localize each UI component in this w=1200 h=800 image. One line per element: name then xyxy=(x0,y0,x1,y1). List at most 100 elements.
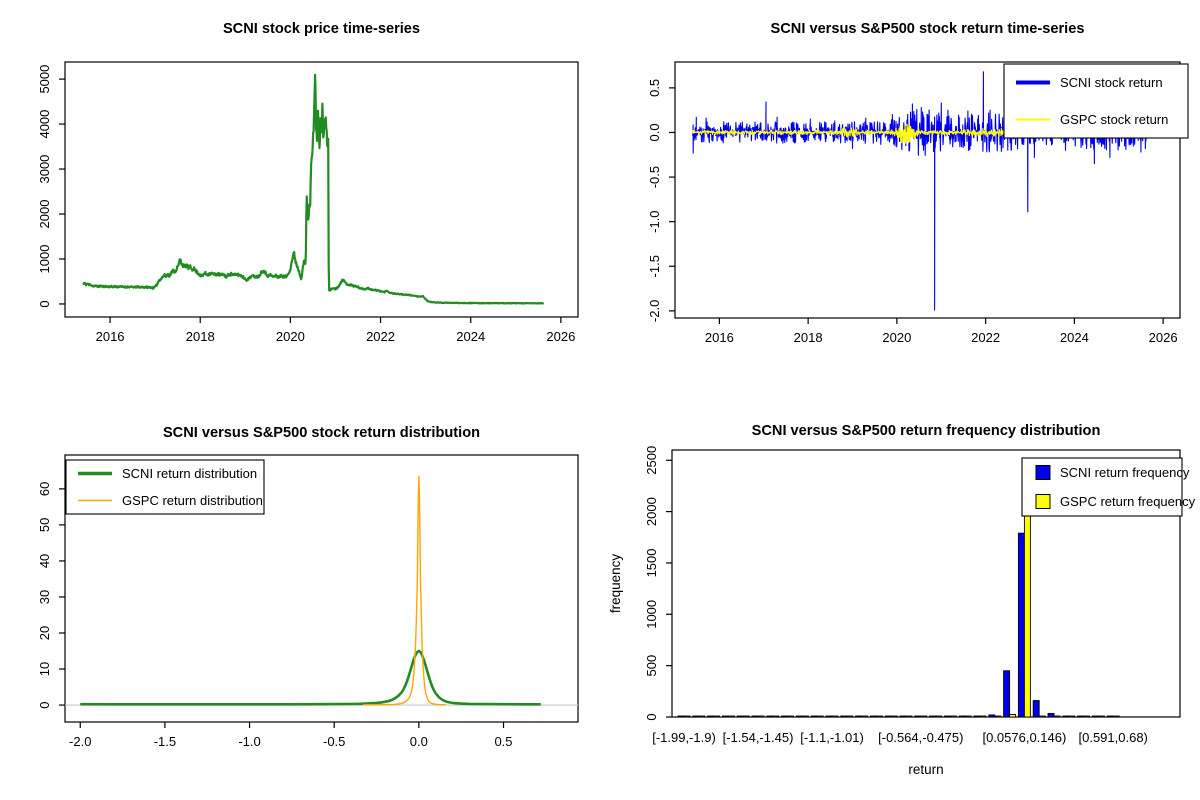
bar-gspc-return-frequency xyxy=(979,715,987,718)
bar-scni-return-frequency xyxy=(914,715,922,718)
y-tick-label: 2000 xyxy=(644,497,659,526)
x-tick-label: 2026 xyxy=(546,329,575,344)
bar-gspc-return-frequency xyxy=(1009,713,1017,718)
legend-swatch-scni-return-frequency xyxy=(1035,465,1051,480)
bar-scni-return-frequency xyxy=(825,715,833,718)
x-tick-label: 2016 xyxy=(705,330,734,345)
x-tick-label: [-1.99,-1.9) xyxy=(652,730,716,745)
x-tick-label: 2020 xyxy=(276,329,305,344)
bar-scni-return-frequency xyxy=(988,714,996,718)
bar-scni-return-frequency xyxy=(736,715,744,718)
bar-gspc-return-frequency xyxy=(905,715,913,718)
bar-scni-return-frequency xyxy=(1003,670,1011,718)
bar-gspc-return-frequency xyxy=(772,715,780,718)
x-tick-label: [0.0576,0.146) xyxy=(982,730,1066,745)
y-tick-label: 60 xyxy=(37,482,52,496)
y-tick-label: 0 xyxy=(37,701,52,708)
y-tick-label: 0.0 xyxy=(647,123,662,141)
x-tick-label: -1.5 xyxy=(154,734,176,749)
bar-gspc-return-frequency xyxy=(1097,715,1105,718)
bar-scni-return-frequency xyxy=(1032,700,1040,718)
bar-gspc-return-frequency xyxy=(1053,715,1061,718)
y-tick-label: 4000 xyxy=(37,110,52,139)
bar-scni-return-frequency xyxy=(766,715,774,718)
bar-scni-return-frequency xyxy=(869,715,877,718)
series-scni-stock-price xyxy=(82,73,545,305)
bar-scni-return-frequency xyxy=(840,715,848,718)
bar-gspc-return-frequency xyxy=(920,715,928,718)
y-tick-label: 40 xyxy=(37,554,52,568)
y-tick-label: 3000 xyxy=(37,155,52,184)
chart-title: SCNI stock price time-series xyxy=(223,21,420,37)
y-tick-label: 1500 xyxy=(644,549,659,578)
x-tick-label: 2024 xyxy=(456,329,485,344)
plot-border xyxy=(64,454,579,723)
legend-label: GSPC return frequency xyxy=(1060,494,1196,509)
y-tick-label: -1.5 xyxy=(647,255,662,277)
bar-gspc-return-frequency xyxy=(1068,715,1076,718)
bar-gspc-return-frequency xyxy=(964,715,972,718)
x-tick-label: -1.0 xyxy=(238,734,260,749)
bar-gspc-return-frequency xyxy=(683,715,691,718)
series-gspc-return-distribution xyxy=(362,475,446,706)
y-tick-label: 500 xyxy=(644,655,659,677)
bar-scni-return-frequency xyxy=(943,715,951,718)
bar-gspc-return-frequency xyxy=(757,715,765,718)
y-tick-label: 0.5 xyxy=(647,79,662,97)
bar-gspc-return-frequency xyxy=(890,715,898,718)
bar-gspc-return-frequency xyxy=(1083,715,1091,718)
panel-return-timeseries: SCNI versus S&P500 stock return time-ser… xyxy=(600,0,1200,400)
bar-gspc-return-frequency xyxy=(994,715,1002,718)
bar-scni-return-frequency xyxy=(929,715,937,718)
scni-price-timeseries-chart: SCNI stock price time-series 0 1000 2000 300… xyxy=(37,21,579,344)
x-tick-label: 2018 xyxy=(186,329,215,344)
y-tick-label: 2500 xyxy=(644,446,659,475)
panel-return-distribution: SCNI versus S&P500 stock return distribu… xyxy=(0,400,600,800)
x-tick-label: 2022 xyxy=(366,329,395,344)
series-scni-return-distribution xyxy=(80,649,541,706)
y-tick-label: 1000 xyxy=(644,600,659,629)
return-timeseries-chart: SCNI versus S&P500 stock return time-ser… xyxy=(647,21,1189,345)
y-tick-label: -0.5 xyxy=(647,166,662,188)
bar-scni-return-frequency xyxy=(1091,715,1099,718)
bar-scni-return-frequency xyxy=(855,715,863,718)
y-tick-label: 0 xyxy=(644,713,659,720)
bar-scni-return-frequency xyxy=(795,715,803,718)
bar-scni-return-frequency xyxy=(721,715,729,718)
y-tick-label: 30 xyxy=(37,590,52,604)
legend-label: SCNI stock return xyxy=(1060,75,1163,90)
x-tick-label: -2.0 xyxy=(69,734,91,749)
y-tick-label: 1000 xyxy=(37,245,52,274)
y-tick-label: -2.0 xyxy=(647,300,662,322)
x-tick-label: [-0.564,-0.475) xyxy=(878,730,963,745)
panel-return-frequency: SCNI versus S&P500 return frequency dist… xyxy=(600,400,1200,800)
legend-label: SCNI return frequency xyxy=(1060,465,1190,480)
bar-gspc-return-frequency xyxy=(787,715,795,718)
return-frequency-chart: SCNI versus S&P500 return frequency dist… xyxy=(608,423,1196,777)
bar-scni-return-frequency xyxy=(884,715,892,718)
bar-gspc-return-frequency xyxy=(935,715,943,718)
x-tick-label: 2018 xyxy=(794,330,823,345)
bar-gspc-return-frequency xyxy=(949,715,957,718)
bar-scni-return-frequency xyxy=(692,715,700,718)
bar-gspc-return-frequency xyxy=(831,715,839,718)
y-tick-label: 5000 xyxy=(37,65,52,94)
legend-box xyxy=(1003,63,1189,139)
bar-gspc-return-frequency xyxy=(713,715,721,718)
bar-gspc-return-frequency xyxy=(1112,715,1120,718)
bar-scni-return-frequency xyxy=(810,715,818,718)
x-tick-label: 0.0 xyxy=(410,734,428,749)
bar-scni-return-frequency xyxy=(1106,715,1114,718)
bar-scni-return-frequency xyxy=(751,715,759,718)
bar-gspc-return-frequency xyxy=(742,715,750,718)
y-tick-label: 20 xyxy=(37,626,52,640)
legend-label: SCNI return distribution xyxy=(122,466,257,481)
y-tick-label: 2000 xyxy=(37,200,52,229)
legend-label: GSPC return distribution xyxy=(122,493,263,508)
bar-gspc-return-frequency xyxy=(727,715,735,718)
bar-gspc-return-frequency xyxy=(698,715,706,718)
y-axis-label: frequency xyxy=(608,554,623,614)
x-tick-label: [-1.54,-1.45) xyxy=(723,730,794,745)
